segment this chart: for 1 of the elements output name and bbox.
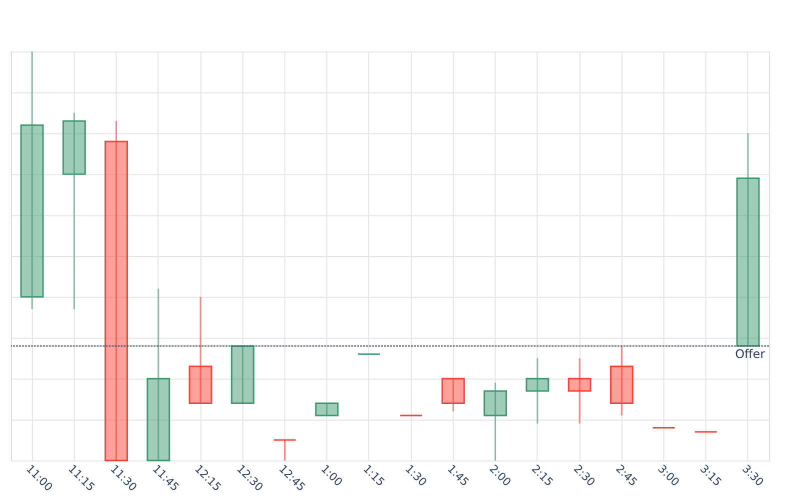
ref-line-label: Offer bbox=[735, 346, 766, 361]
